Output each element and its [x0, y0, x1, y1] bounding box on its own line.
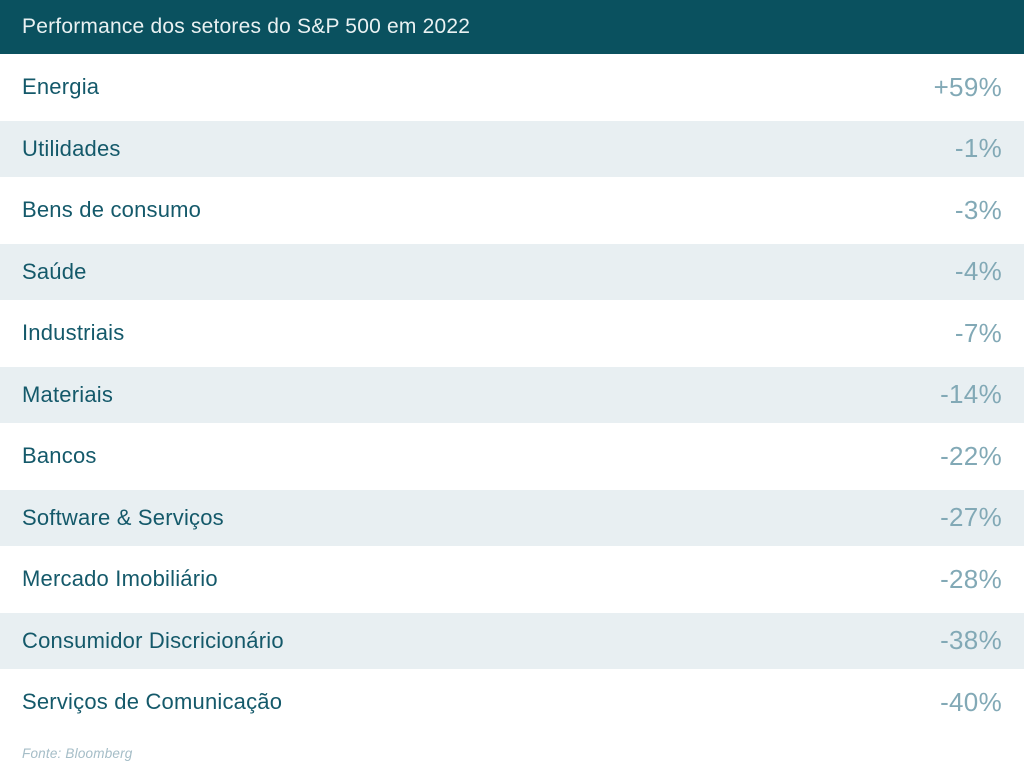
table-row: Industriais -7%	[0, 300, 1024, 362]
table-row: Bens de consumo -3%	[0, 177, 1024, 239]
sector-value: -38%	[940, 625, 1002, 656]
table-row: Serviços de Comunicação -40%	[0, 669, 1024, 731]
sector-value: -28%	[940, 563, 1002, 594]
sector-label: Mercado Imobiliário	[22, 566, 218, 592]
sector-label: Consumidor Discricionário	[22, 627, 284, 653]
table-row: Consumidor Discricionário -38%	[0, 607, 1024, 669]
sector-label: Saúde	[22, 258, 87, 284]
sector-label: Software & Serviços	[22, 504, 224, 530]
sector-label: Bancos	[22, 443, 97, 469]
table-title: Performance dos setores do S&P 500 em 20…	[22, 15, 471, 38]
table-row: Energia +59%	[0, 54, 1024, 116]
table-row: Software & Serviços -27%	[0, 484, 1024, 546]
sector-value: -4%	[954, 256, 1002, 287]
source-note: Fonte: Bloomberg	[22, 745, 133, 761]
table-body: Energia +59% Utilidades -1% Bens de cons…	[0, 54, 1024, 731]
table-header: Performance dos setores do S&P 500 em 20…	[0, 0, 1024, 54]
sector-value: -14%	[940, 379, 1002, 410]
sector-value: -27%	[940, 502, 1002, 533]
sector-label: Industriais	[22, 320, 125, 346]
sector-value: -22%	[940, 440, 1002, 471]
sector-label: Energia	[22, 74, 100, 100]
table-row: Materiais -14%	[0, 361, 1024, 423]
table-footer: Fonte: Bloomberg	[0, 731, 1024, 763]
table-row: Saúde -4%	[0, 238, 1024, 300]
sector-value: -40%	[940, 686, 1002, 717]
sector-value: -1%	[954, 133, 1002, 164]
sector-label: Utilidades	[22, 135, 121, 161]
sector-label: Bens de consumo	[22, 197, 202, 223]
sector-value: +59%	[933, 71, 1002, 102]
table-row: Utilidades -1%	[0, 115, 1024, 177]
sector-value: -3%	[954, 194, 1002, 225]
table-row: Mercado Imobiliário -28%	[0, 546, 1024, 608]
sector-label: Serviços de Comunicação	[22, 689, 283, 715]
table-row: Bancos -22%	[0, 423, 1024, 485]
sector-label: Materiais	[22, 381, 114, 407]
sector-value: -7%	[954, 317, 1002, 348]
